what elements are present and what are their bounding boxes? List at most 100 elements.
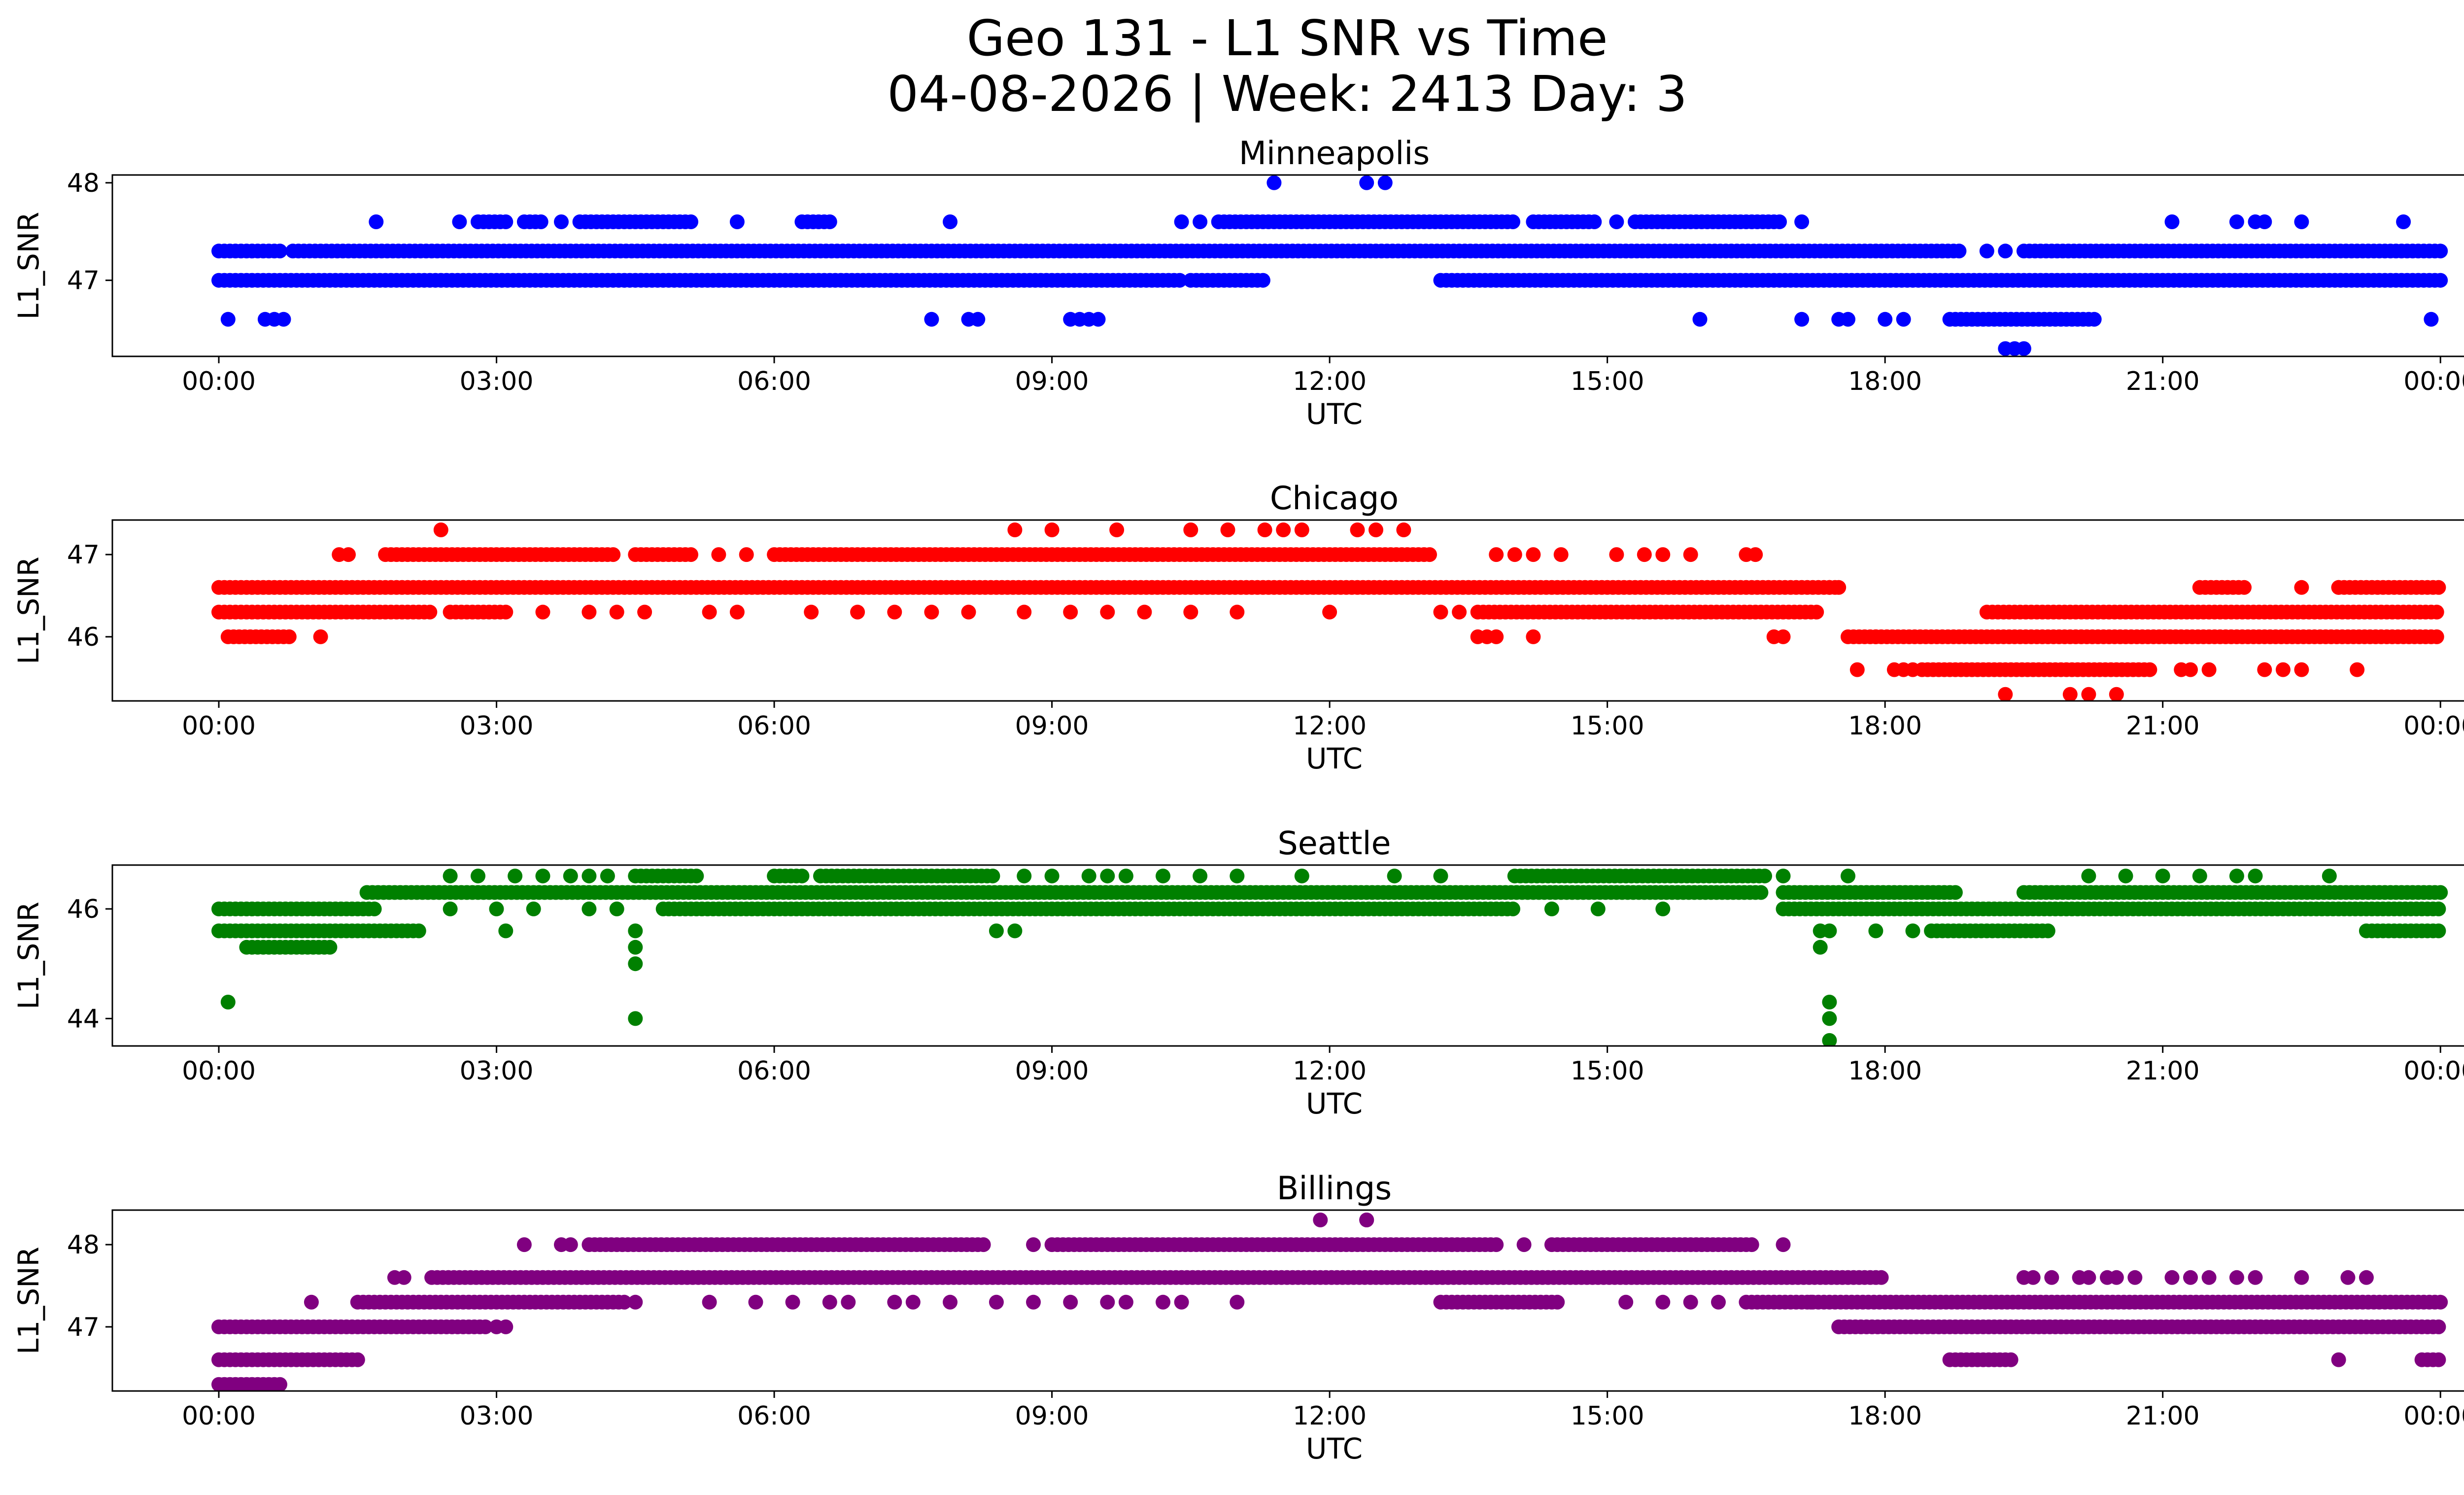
data-point (535, 604, 550, 620)
data-point (628, 923, 643, 939)
data-point (1637, 547, 1652, 562)
x-tick-label: 21:00 (2126, 367, 2200, 396)
data-point (606, 547, 621, 562)
data-point (1776, 629, 1791, 644)
x-tick-label: 00:00 (2403, 367, 2464, 396)
data-point (498, 604, 513, 620)
x-tick-label: 03:00 (460, 711, 534, 741)
x-tick-label: 00:00 (182, 1056, 256, 1086)
data-point (582, 869, 597, 884)
data-point (1433, 869, 1448, 884)
x-tick-label: 09:00 (1015, 1401, 1089, 1431)
data-point (1230, 604, 1245, 620)
data-point (702, 1294, 717, 1310)
y-tick-label: 48 (67, 1230, 100, 1260)
data-point (220, 312, 236, 327)
data-point (341, 547, 356, 562)
data-point (1294, 869, 1309, 884)
data-point (422, 604, 438, 620)
data-point (2155, 869, 2170, 884)
x-tick-label: 00:00 (182, 1401, 256, 1431)
data-point (905, 1294, 921, 1310)
data-point (841, 1294, 856, 1310)
data-point (1100, 1294, 1115, 1310)
data-point (1849, 662, 1865, 677)
data-point (609, 604, 624, 620)
x-tick-label: 15:00 (1571, 367, 1644, 396)
data-point (2433, 1294, 2448, 1310)
data-point (2081, 869, 2096, 884)
data-point (2431, 1352, 2446, 1367)
data-point (2142, 662, 2157, 677)
data-point (1544, 902, 1559, 916)
data-point (985, 869, 1000, 884)
data-point (2081, 1270, 2096, 1285)
data-point (1183, 522, 1198, 537)
data-point (1587, 214, 1602, 229)
data-point (804, 604, 819, 620)
data-point (2229, 1270, 2244, 1285)
data-point (1118, 1294, 1133, 1310)
data-point (1193, 214, 1208, 229)
data-point (1294, 522, 1309, 537)
data-point (433, 522, 448, 537)
data-point (2248, 1270, 2263, 1285)
data-point (2257, 214, 2272, 229)
data-point (1266, 175, 1282, 190)
data-point (276, 312, 291, 327)
x-tick-label: 03:00 (460, 367, 534, 396)
data-point (535, 869, 550, 884)
data-point (729, 604, 745, 620)
data-point (2429, 604, 2444, 620)
data-point (1998, 687, 2013, 701)
data-point (1506, 214, 1520, 229)
data-point (2109, 687, 2124, 701)
data-point (1692, 312, 1708, 327)
data-point (2016, 341, 2031, 356)
data-point (1026, 1237, 1041, 1252)
x-axis-label: UTC (1306, 1087, 1363, 1120)
data-point (702, 604, 717, 620)
data-point (822, 214, 837, 229)
data-point (281, 629, 297, 644)
data-point (1803, 1294, 1818, 1310)
data-point (2062, 687, 2078, 701)
data-point (2294, 580, 2309, 595)
data-point (2431, 1319, 2446, 1334)
data-point (2433, 885, 2448, 900)
data-point (600, 869, 615, 884)
data-point (322, 939, 338, 955)
data-point (2322, 869, 2337, 884)
y-tick-label: 46 (67, 623, 100, 652)
data-point (785, 1294, 800, 1310)
panel-chicago: Chicago 00:00 03:00 06:00 09:00 12:00 15:00 18:… (12, 480, 2464, 775)
x-tick-label: 00:00 (2403, 1056, 2464, 1086)
data-point (2087, 312, 2102, 327)
data-point (1794, 214, 1810, 229)
panel-title-seattle: Seattle (1277, 825, 1391, 862)
data-point (961, 604, 976, 620)
panel-minneapolis: Minneapolis 00:00 03:00 06:00 09:00 12:00 15:0… (12, 135, 2464, 431)
plot-frame (111, 174, 2464, 357)
data-point (1091, 312, 1106, 327)
y-tick-label: 47 (67, 1313, 100, 1342)
data-point (1322, 604, 1337, 620)
x-tick-label: 18:00 (1848, 711, 1922, 741)
data-point (582, 902, 597, 916)
data-point (1655, 547, 1671, 562)
data-point (1193, 869, 1208, 884)
data-point (1609, 214, 1624, 229)
data-point (1526, 629, 1541, 644)
data-point (1506, 902, 1520, 916)
data-point (2229, 214, 2244, 229)
data-point (1822, 1011, 1837, 1026)
data-point (2275, 662, 2291, 677)
x-tick-label: 21:00 (2126, 1401, 2200, 1431)
data-point (1156, 869, 1170, 884)
data-point (1683, 547, 1698, 562)
data-point (1017, 869, 1032, 884)
data-point (2109, 1270, 2124, 1285)
data-point (1350, 522, 1365, 537)
data-point (1230, 1294, 1245, 1310)
data-point (1489, 547, 1504, 562)
